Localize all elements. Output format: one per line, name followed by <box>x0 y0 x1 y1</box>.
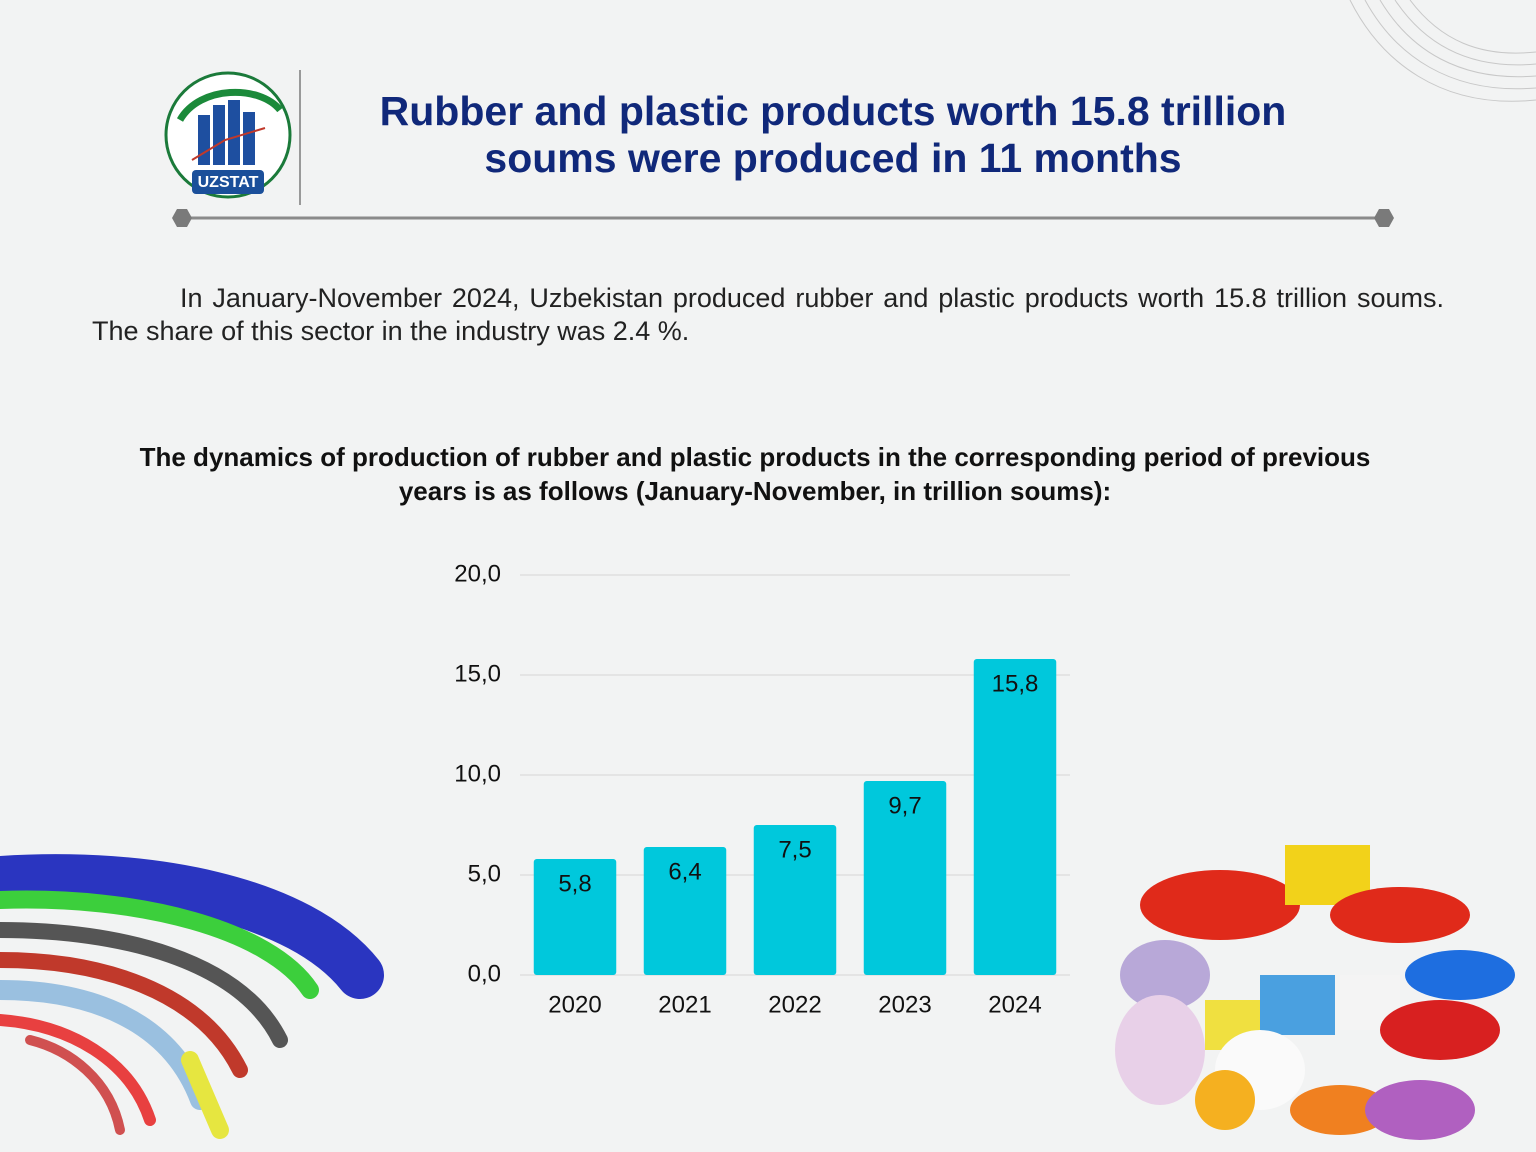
paragraph: In January-November 2024, Uzbekistan pro… <box>92 283 1444 346</box>
logo <box>164 71 292 199</box>
rule-end <box>172 209 192 227</box>
logo-text: UZSTAT <box>198 174 259 191</box>
rule-end <box>1374 209 1394 227</box>
tubes-image <box>0 854 384 1139</box>
page-title: Rubber and plastic products worth 15.8 t… <box>379 88 1287 181</box>
chart-title: The dynamics of production of rubber and… <box>139 442 1371 506</box>
swirl-lines <box>1349 0 1536 102</box>
bowls-image <box>1115 845 1515 1140</box>
